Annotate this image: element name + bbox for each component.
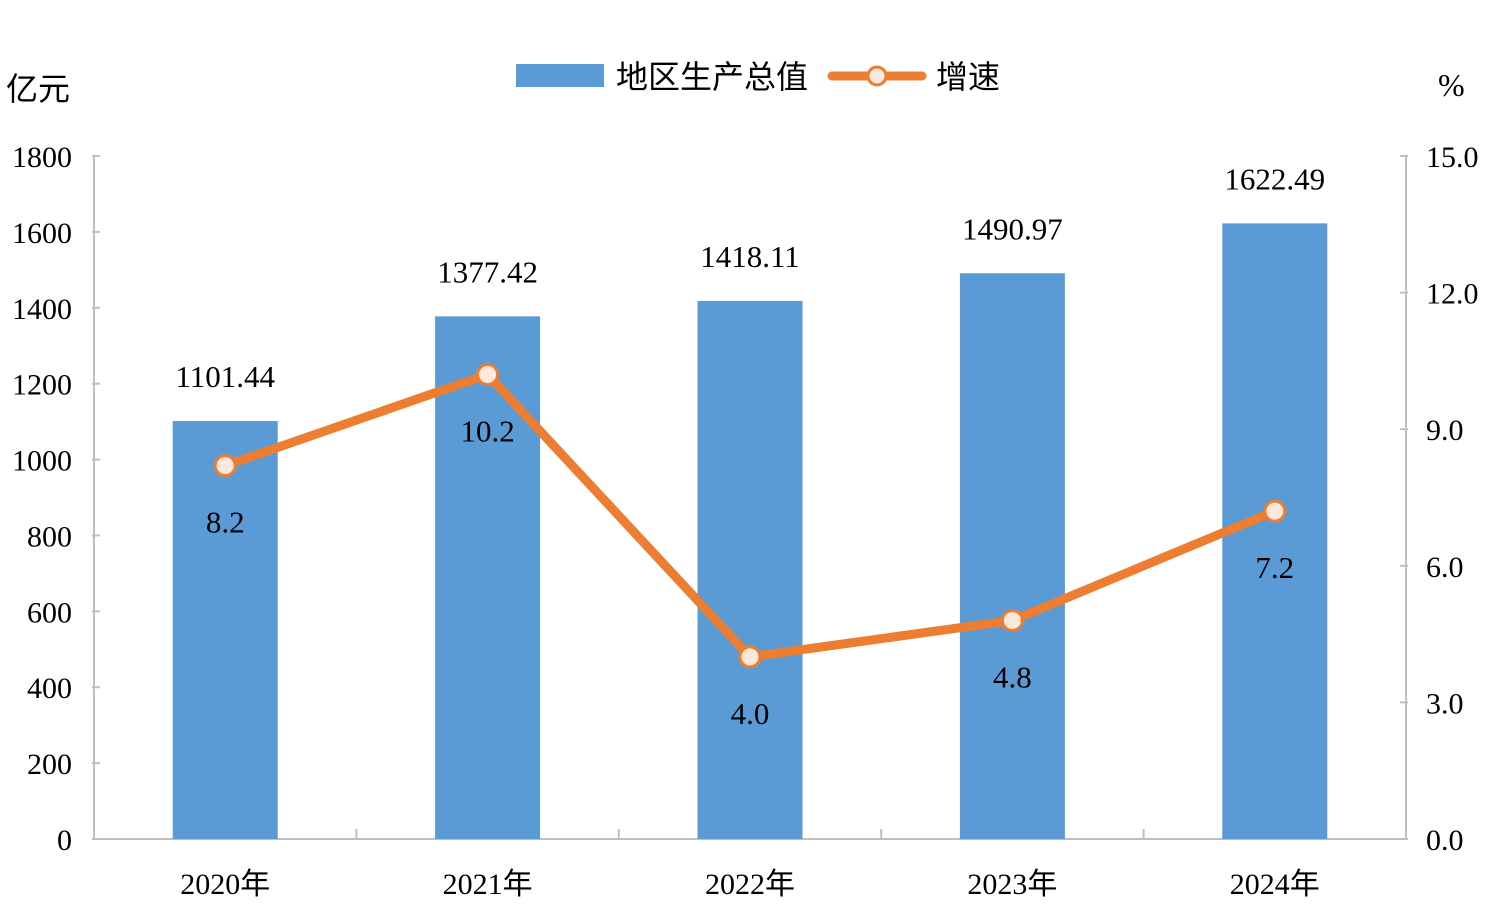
right-axis-ticks: 0.0 3.0 6.0 9.0 12.0 15.0	[1400, 141, 1479, 857]
bar-data-label: 1101.44	[175, 359, 275, 394]
line-point	[476, 363, 500, 387]
x-tick-label: 2024年	[1230, 868, 1320, 901]
x-tick-label: 2022年	[705, 868, 795, 901]
line-data-labels: 8.2 10.2 4.0 4.8 7.2	[206, 414, 1294, 731]
line-data-label: 8.2	[206, 505, 245, 540]
right-tick-label: 15.0	[1426, 141, 1479, 174]
x-tick-label: 2020年	[180, 868, 270, 901]
line-point	[213, 454, 237, 478]
bar-data-label: 1622.49	[1224, 161, 1325, 196]
line-point	[738, 645, 762, 669]
bar-data-label: 1418.11	[700, 239, 800, 274]
bar	[1222, 223, 1328, 840]
bar-series	[172, 223, 1328, 840]
left-tick-label: 400	[27, 672, 72, 705]
left-tick-label: 1200	[12, 369, 72, 402]
right-axis-unit: %	[1438, 67, 1465, 103]
line-data-label: 10.2	[460, 414, 514, 449]
bar	[697, 300, 803, 840]
legend-line-label: 增速	[936, 59, 1000, 95]
left-tick-label: 1800	[12, 141, 72, 174]
x-axis-ticks: 2020年 2021年 2022年 2023年 2024年	[93, 829, 1407, 901]
x-tick-label: 2023年	[967, 868, 1057, 901]
left-tick-label: 800	[27, 520, 72, 553]
line-point	[1263, 499, 1287, 523]
x-tick-label: 2021年	[443, 868, 533, 901]
right-tick-label: 9.0	[1426, 414, 1464, 447]
left-tick-label: 0	[57, 824, 72, 857]
line-data-label: 7.2	[1255, 550, 1294, 585]
legend-line-marker	[866, 65, 888, 87]
left-tick-label: 600	[27, 596, 72, 629]
legend-bar-label: 地区生产总值	[616, 59, 808, 95]
left-tick-label: 1400	[12, 293, 72, 326]
left-tick-label: 1600	[12, 217, 72, 250]
legend: 地区生产总值 增速	[516, 59, 1000, 95]
left-axis-ticks: 0 200 400 600 800 1000 1200 1400 1600 1800	[12, 141, 100, 857]
left-tick-label: 200	[27, 748, 72, 781]
line-series	[213, 363, 1287, 669]
bar	[435, 316, 541, 839]
right-tick-label: 6.0	[1426, 551, 1464, 584]
bar	[959, 273, 1065, 839]
bar-data-label: 1377.42	[437, 254, 538, 289]
left-axis-unit: 亿元	[6, 71, 70, 107]
line-point	[1000, 608, 1024, 632]
right-tick-label: 0.0	[1426, 824, 1464, 857]
line-data-label: 4.8	[993, 659, 1032, 694]
right-tick-label: 3.0	[1426, 687, 1464, 720]
bar-data-label: 1490.97	[962, 211, 1063, 246]
left-tick-label: 1000	[12, 445, 72, 478]
bar	[172, 421, 278, 839]
right-tick-label: 12.0	[1426, 278, 1479, 311]
legend-bar-swatch	[516, 64, 604, 87]
line-data-label: 4.0	[731, 696, 770, 731]
bar-data-labels: 1101.44 1377.42 1418.11 1490.97 1622.49	[175, 161, 1325, 394]
